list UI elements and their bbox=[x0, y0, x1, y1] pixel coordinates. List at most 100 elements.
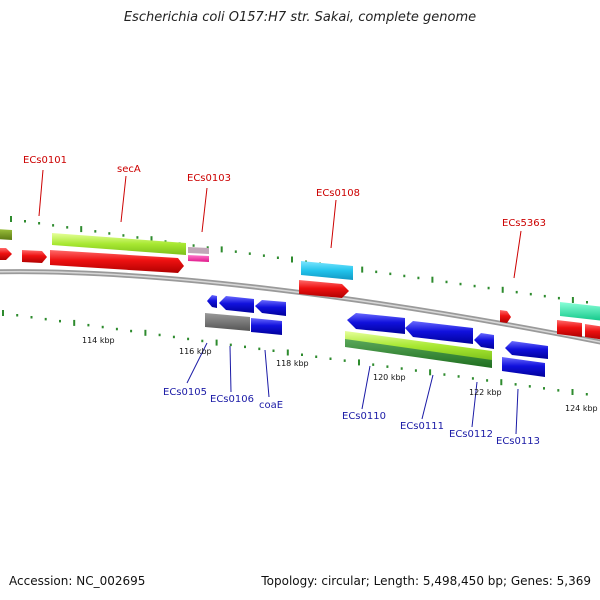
gene-feature[interactable] bbox=[0, 248, 12, 260]
minor-tick bbox=[24, 220, 26, 223]
minor-tick bbox=[301, 353, 303, 356]
major-tick bbox=[73, 319, 76, 326]
minor-tick bbox=[66, 226, 69, 229]
major-tick bbox=[286, 349, 289, 356]
minor-tick bbox=[206, 246, 209, 249]
minor-tick bbox=[557, 296, 560, 300]
minor-tick bbox=[487, 286, 490, 290]
map-title: Escherichia coli O157:H7 str. Sakai, com… bbox=[123, 10, 477, 25]
gene-feature[interactable] bbox=[0, 229, 12, 240]
gene-feature[interactable] bbox=[585, 324, 600, 340]
minor-tick bbox=[101, 325, 104, 329]
gene-label-ecs0105[interactable]: ECs0105 bbox=[163, 387, 207, 398]
minor-tick bbox=[272, 349, 275, 352]
minor-tick bbox=[372, 363, 375, 366]
gene-feature-ecs5363[interactable] bbox=[500, 310, 511, 323]
gene-feature-ecs0110[interactable] bbox=[347, 313, 405, 334]
kbp-label: 124 kbp bbox=[565, 404, 598, 413]
minor-tick bbox=[262, 254, 265, 257]
minor-tick bbox=[229, 343, 232, 347]
minor-tick bbox=[52, 224, 55, 227]
major-tick bbox=[501, 286, 504, 293]
minor-tick bbox=[417, 276, 420, 280]
kbp-axis-labels: 114 kbp 116 kbp 118 kbp 120 kbp 122 kbp … bbox=[82, 336, 598, 413]
minor-tick bbox=[543, 294, 546, 298]
minor-tick bbox=[400, 367, 403, 370]
gene-feature[interactable] bbox=[299, 280, 349, 298]
gene-feature[interactable] bbox=[188, 247, 209, 254]
minor-tick bbox=[44, 317, 47, 321]
forward-label-leaders bbox=[38, 169, 522, 279]
minor-tick bbox=[122, 234, 125, 237]
gene-label-ecs0111[interactable]: ECs0111 bbox=[400, 421, 444, 432]
kbp-label: 116 kbp bbox=[179, 347, 212, 356]
gene-label-ecs0110[interactable]: ECs0110 bbox=[342, 411, 386, 422]
gene-feature[interactable] bbox=[345, 339, 492, 368]
minor-tick bbox=[528, 385, 531, 388]
minor-tick bbox=[515, 290, 518, 294]
gene-label-ecs0101[interactable]: ECs0101 bbox=[23, 155, 67, 166]
minor-tick bbox=[473, 284, 476, 288]
gene-feature-ecs0112[interactable] bbox=[474, 333, 494, 349]
gene-label-ecs5363[interactable]: ECs5363 bbox=[502, 218, 546, 229]
gene-feature[interactable] bbox=[502, 357, 545, 377]
minor-tick bbox=[30, 316, 33, 319]
minor-tick bbox=[258, 347, 261, 351]
gene-label-ecs0106[interactable]: ECs0106 bbox=[210, 394, 254, 405]
minor-tick bbox=[459, 282, 462, 286]
minor-tick bbox=[16, 314, 19, 317]
minor-tick bbox=[343, 359, 346, 362]
gene-feature[interactable] bbox=[205, 313, 250, 331]
major-tick bbox=[431, 276, 434, 283]
gene-feature-ecs0108[interactable] bbox=[301, 261, 353, 280]
major-tick bbox=[429, 369, 432, 376]
minor-tick bbox=[192, 244, 195, 247]
gene-feature[interactable] bbox=[560, 302, 600, 321]
minor-tick bbox=[59, 319, 61, 323]
gene-feature[interactable] bbox=[345, 331, 492, 361]
minor-tick bbox=[136, 236, 139, 239]
minor-tick bbox=[414, 369, 417, 372]
minor-tick bbox=[486, 379, 489, 382]
gene-feature-seca-lime[interactable] bbox=[52, 233, 186, 255]
gene-feature-coae[interactable] bbox=[255, 300, 286, 316]
gene-feature-seca[interactable] bbox=[50, 250, 184, 273]
gene-feature[interactable] bbox=[557, 320, 582, 337]
gene-label-ecs0103[interactable]: ECs0103 bbox=[187, 173, 231, 184]
gene-label-ecs0113[interactable]: ECs0113 bbox=[496, 436, 540, 447]
major-tick bbox=[2, 310, 4, 316]
kbp-label: 114 kbp bbox=[82, 336, 115, 345]
minor-tick bbox=[403, 274, 406, 278]
gene-feature[interactable] bbox=[188, 255, 209, 262]
gene-label-seca[interactable]: secA bbox=[117, 164, 141, 175]
minor-tick bbox=[87, 323, 90, 327]
backbone-inner bbox=[0, 270, 600, 343]
major-tick bbox=[361, 266, 364, 273]
minor-tick bbox=[38, 222, 41, 225]
gene-feature-ecs0106[interactable] bbox=[219, 296, 254, 313]
gene-feature-ecs0105[interactable] bbox=[207, 295, 217, 308]
reverse-label-leaders bbox=[186, 342, 519, 435]
minor-tick bbox=[586, 301, 588, 304]
gene-feature[interactable] bbox=[251, 318, 282, 335]
accession-label: Accession: NC_002695 bbox=[9, 574, 146, 588]
reverse-features bbox=[205, 295, 548, 377]
gene-feature-ecs0111[interactable] bbox=[405, 321, 473, 344]
gene-feature-ecs0113[interactable] bbox=[505, 341, 548, 359]
minor-tick bbox=[94, 230, 97, 233]
kbp-label: 122 kbp bbox=[469, 388, 502, 397]
major-tick bbox=[80, 226, 83, 233]
major-tick bbox=[571, 297, 574, 303]
forward-features bbox=[0, 229, 600, 340]
minor-tick bbox=[543, 387, 545, 390]
minor-tick bbox=[375, 270, 378, 274]
major-tick bbox=[358, 359, 360, 366]
gene-feature[interactable] bbox=[22, 250, 47, 263]
gene-label-coae[interactable]: coaE bbox=[259, 400, 283, 411]
minor-tick bbox=[557, 389, 560, 392]
minor-tick bbox=[471, 377, 474, 380]
gene-label-ecs0112[interactable]: ECs0112 bbox=[449, 429, 493, 440]
gene-label-ecs0108[interactable]: ECs0108 bbox=[316, 188, 360, 199]
